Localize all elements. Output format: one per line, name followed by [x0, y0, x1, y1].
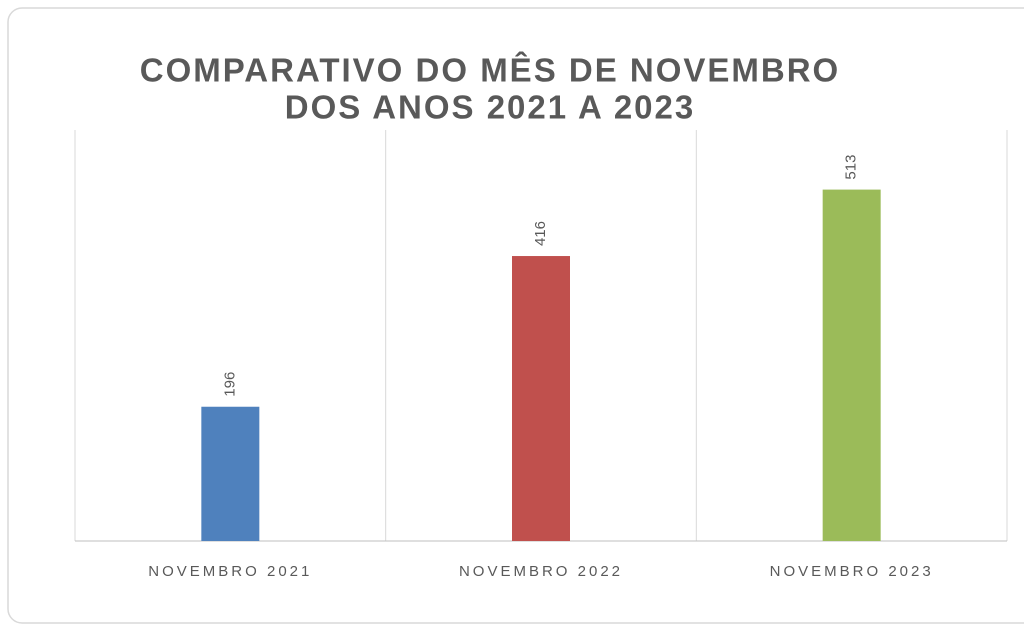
bar [512, 256, 570, 541]
data-label: 416 [532, 221, 549, 246]
chart-title: DOS ANOS 2021 A 2023 [285, 89, 696, 126]
data-label: 196 [221, 372, 238, 397]
x-tick-label: NOVEMBRO 2023 [770, 563, 934, 580]
x-tick-label: NOVEMBRO 2021 [148, 563, 312, 580]
data-label: 513 [843, 155, 860, 180]
x-tick-label: NOVEMBRO 2022 [459, 563, 623, 580]
chart-title: COMPARATIVO DO MÊS DE NOVEMBRO [140, 52, 840, 89]
bar [822, 189, 881, 541]
bar [201, 406, 260, 541]
